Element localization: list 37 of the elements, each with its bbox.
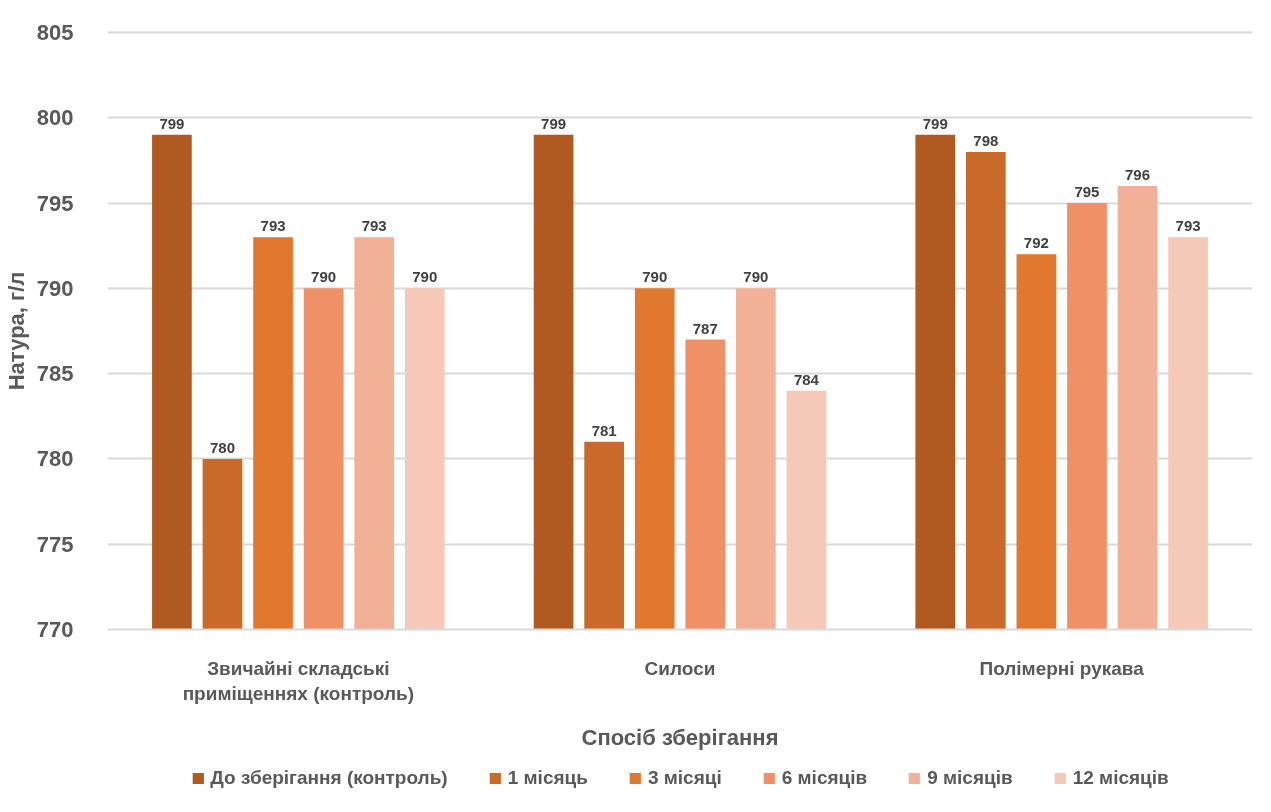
data-label: 787 [692, 319, 718, 337]
y-tick-label: 800 [36, 105, 74, 131]
legend-label: 3 місяці [647, 767, 722, 789]
data-label: 790 [642, 268, 668, 286]
data-label: 784 [793, 370, 820, 388]
data-label: 790 [311, 268, 337, 286]
legend-label: 6 місяців [781, 767, 868, 789]
data-label: 793 [260, 217, 286, 235]
data-label: 799 [922, 114, 948, 132]
x-tick-label: Силоси [644, 657, 716, 679]
data-label: 799 [541, 114, 567, 132]
y-tick-label: 805 [36, 20, 74, 45]
data-label: 790 [412, 268, 438, 286]
data-label: 790 [743, 268, 769, 286]
y-tick-label: 785 [36, 361, 74, 387]
x-axis-title: Спосіб зберігання [581, 724, 779, 750]
data-label: 796 [1125, 166, 1151, 184]
y-axis-title: Натура, г/л [3, 271, 29, 391]
y-tick-label: 780 [36, 446, 74, 472]
y-tick-label: 795 [36, 190, 74, 216]
data-label: 780 [209, 438, 235, 456]
data-label: 793 [1175, 217, 1201, 235]
data-label: 793 [361, 217, 387, 235]
data-label: 795 [1074, 183, 1100, 201]
x-tick-label: Звичайні складські приміщеннях (контроль) [182, 657, 415, 704]
data-label: 799 [159, 114, 185, 132]
x-tick-label: Полімерні рукава [979, 657, 1145, 679]
y-tick-label: 775 [36, 531, 74, 557]
y-tick-label: 770 [36, 617, 74, 642]
y-tick-label: 790 [36, 275, 74, 301]
legend-label: 9 місяців [927, 767, 1013, 789]
legend-label: 1 місяць [507, 767, 588, 789]
legend-label: 12 місяців [1072, 767, 1169, 789]
legend-label: До зберігання (контроль) [210, 767, 448, 789]
data-label: 781 [591, 421, 617, 439]
data-label: 798 [973, 131, 999, 149]
data-label: 792 [1023, 234, 1049, 252]
